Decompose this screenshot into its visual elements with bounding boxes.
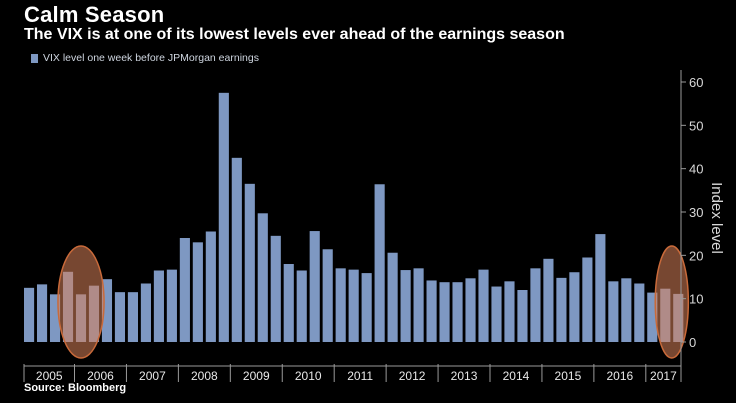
bar: [543, 258, 554, 342]
y-tick-label: 40: [689, 162, 703, 177]
bar: [413, 268, 424, 342]
x-tick-label: 2009: [243, 369, 270, 383]
bar: [101, 279, 113, 342]
y-tick-label: 10: [689, 292, 703, 307]
y-axis-title: Index level: [708, 182, 725, 254]
bar: [296, 270, 307, 342]
bar: [478, 269, 489, 342]
y-tick-label: 60: [689, 75, 703, 90]
bar: [127, 292, 139, 342]
bar: [465, 278, 476, 342]
bar: [582, 257, 593, 342]
bar: [24, 287, 35, 342]
bar: [491, 286, 502, 342]
x-tick-label: 2013: [451, 369, 478, 383]
bar: [452, 282, 463, 342]
bar: [335, 268, 346, 342]
x-tick-label: 2005: [36, 369, 63, 383]
bar: [569, 272, 580, 342]
bar: [257, 213, 268, 342]
bar: [231, 157, 242, 342]
chart-legend: VIX level one week before JPMorgan earni…: [31, 52, 259, 64]
bar: [114, 292, 126, 342]
bar: [634, 283, 645, 342]
x-tick-label: 2017: [650, 369, 677, 383]
bar: [595, 234, 606, 342]
highlight-ellipse-2017: [654, 245, 690, 359]
y-tick-label: 30: [689, 205, 703, 220]
bar: [374, 184, 385, 342]
bar: [309, 231, 320, 342]
bar: [283, 264, 294, 342]
x-tick-label: 2012: [399, 369, 426, 383]
bar: [348, 269, 359, 342]
bar: [166, 269, 177, 342]
bar: [647, 292, 658, 342]
x-tick-label: 2015: [555, 369, 582, 383]
y-tick-label: 0: [689, 335, 696, 350]
bar: [621, 278, 632, 342]
bar: [387, 252, 398, 342]
bar: [205, 231, 216, 342]
x-tick-label: 2010: [295, 369, 322, 383]
legend-swatch: [31, 53, 38, 63]
bar: [36, 284, 48, 342]
bar: [426, 280, 437, 342]
bar: [153, 270, 164, 342]
bar: [49, 294, 61, 342]
x-tick-label: 2008: [191, 369, 218, 383]
bar: [530, 268, 541, 342]
bar: [140, 283, 151, 342]
bar: [608, 281, 619, 342]
bar: [504, 281, 515, 342]
bar: [244, 183, 255, 342]
bar: [179, 238, 190, 342]
bar: [400, 270, 411, 342]
x-tick-label: 2016: [606, 369, 633, 383]
legend-label: VIX level one week before JPMorgan earni…: [43, 52, 259, 64]
bar: [270, 235, 281, 342]
bar: [218, 92, 229, 342]
source-note: Source: Bloomberg: [24, 382, 127, 394]
bar: [322, 249, 333, 342]
bar: [439, 282, 450, 342]
y-tick-label: 20: [689, 248, 703, 263]
bar: [517, 290, 528, 342]
y-tick-label: 50: [689, 118, 703, 133]
x-tick-label: 2006: [87, 369, 114, 383]
x-tick-label: 2007: [139, 369, 166, 383]
bar: [361, 273, 372, 342]
bar: [556, 277, 567, 342]
chart-title: Calm Season: [24, 2, 165, 27]
highlight-ellipse-2006: [57, 245, 105, 359]
x-tick-label: 2014: [503, 369, 530, 383]
chart-subtitle: The VIX is at one of its lowest levels e…: [24, 26, 565, 43]
x-tick-label: 2011: [347, 369, 373, 383]
bar: [192, 242, 203, 342]
